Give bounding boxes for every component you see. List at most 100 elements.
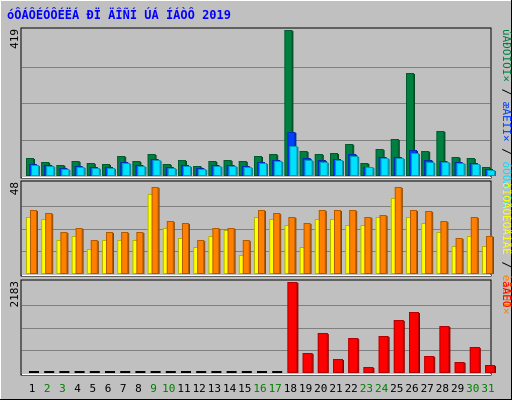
- bar-requests-2-day-24: [380, 158, 390, 176]
- bar-visitors-1-day-9: [151, 187, 160, 274]
- bar-requests-2-day-16-fill: [259, 163, 267, 176]
- bar-visitors-1-day-27-edge: [425, 211, 433, 274]
- bar-requests-2-day-13: [213, 166, 223, 176]
- bar-requests-2-day-3-fill: [61, 169, 70, 176]
- bar-visitors-0-day-5-fill: [86, 249, 94, 274]
- bar-traffic-day-11-zero: [181, 371, 191, 373]
- bar-requests-2-day-15-edge: [243, 167, 252, 176]
- bar-requests-2-day-27-shade: [434, 163, 436, 176]
- bar-visitors-1-day-9-edge: [151, 187, 159, 274]
- bar-visitors-1-day-5-shade: [97, 241, 99, 274]
- bar-visitors-1-day-30-shade: [477, 218, 479, 274]
- x-tick-label-day-9: 9: [150, 382, 157, 395]
- bar-visitors-0-day-26-fill: [406, 217, 413, 274]
- bar-requests-2-day-14-shade: [236, 167, 238, 176]
- bar-traffic-0-day-26-edge: [409, 312, 419, 373]
- bar-visitors-0-day-13-fill: [208, 236, 216, 274]
- bar-traffic-0-day-28-shade: [449, 327, 451, 373]
- bar-visitors-0-day-8-fill: [132, 240, 140, 274]
- bar-requests-2-day-6-fill: [107, 168, 115, 176]
- x-tick-label-day-26: 26: [405, 382, 418, 395]
- bar-visitors-1-day-21: [334, 210, 342, 274]
- bar-visitors-0-day-12-fill: [193, 247, 201, 274]
- bar-visitors-0-day-11-fill: [178, 238, 185, 274]
- bar-visitors-1-day-1: [30, 210, 38, 274]
- x-tick-label-day-28: 28: [436, 382, 449, 395]
- bar-traffic-0-day-29-shade: [464, 363, 466, 373]
- legend-item-requests-2: óÔÒÁÎÉÃ: [500, 161, 512, 208]
- bar-visitors-0-day-7-fill: [117, 240, 125, 274]
- bar-visitors-1-day-13-fill: [212, 228, 220, 274]
- x-tick-label-day-27: 27: [421, 382, 434, 395]
- bar-requests-2-day-4-shade: [84, 168, 86, 176]
- x-tick-label-day-19: 19: [299, 382, 312, 395]
- bar-traffic-0-day-22-shade: [358, 339, 360, 373]
- bar-traffic-0-day-26-fill: [409, 312, 419, 373]
- bar-visitors-1-day-19-shade: [310, 224, 312, 274]
- bar-traffic-0-day-31-fill: [485, 365, 495, 373]
- bar-traffic-0-day-30-edge: [469, 347, 480, 373]
- bar-requests-2-day-11-edge: [183, 166, 191, 176]
- bar-requests-2-day-5-fill: [91, 168, 100, 176]
- bar-visitors-1-day-4-fill: [75, 228, 83, 274]
- bar-visitors-1-day-17-fill: [273, 213, 281, 274]
- bar-traffic-0-day-29-fill: [454, 362, 465, 373]
- bar-traffic-0-day-24-shade: [388, 337, 390, 373]
- bar-requests-2-day-27-fill: [426, 162, 435, 176]
- panel-traffic-ymax-label: 2183: [8, 281, 21, 308]
- bar-visitors-1-day-15-shade: [249, 241, 251, 274]
- bar-requests-2-day-4-fill: [76, 167, 85, 176]
- bar-visitors-0-day-22-fill: [345, 225, 353, 274]
- bar-traffic-0-day-25: [393, 320, 405, 373]
- bar-visitors-1-day-8-shade: [143, 233, 145, 274]
- bar-requests-2-day-10-fill: [167, 168, 176, 176]
- bar-visitors-1-day-14-fill: [227, 228, 235, 274]
- bar-visitors-1-day-21-fill: [334, 210, 341, 274]
- bar-traffic-day-9-zero: [150, 371, 161, 373]
- bar-requests-2-day-21-edge: [335, 160, 343, 176]
- bar-traffic-0-day-25-fill: [393, 320, 404, 373]
- bar-requests-2-day-23-edge: [365, 167, 374, 176]
- bar-requests-2-day-27-edge: [426, 162, 435, 176]
- bar-traffic-0-day-21-shade: [343, 360, 344, 373]
- bar-traffic-day-1-zero: [29, 371, 39, 373]
- bar-visitors-1-day-31: [486, 236, 494, 274]
- x-tick-label-day-13: 13: [208, 382, 221, 395]
- bar-requests-2-day-9-shade: [160, 161, 162, 176]
- bar-visitors-1-day-13-edge: [212, 228, 220, 274]
- bar-visitors-1-day-6-shade: [113, 233, 114, 274]
- bar-requests-2-day-25: [395, 158, 405, 176]
- bar-visitors-1-day-31-shade: [493, 237, 494, 274]
- x-tick-label-day-31: 31: [481, 382, 494, 395]
- bar-requests-2-day-19-edge: [304, 160, 313, 176]
- bar-traffic-0-day-21-fill: [333, 359, 343, 373]
- x-tick-label-day-22: 22: [345, 382, 358, 395]
- bar-visitors-1-day-24: [379, 215, 388, 274]
- bar-traffic-day-17-zero: [272, 371, 283, 373]
- bar-visitors-0-day-3-fill: [56, 240, 64, 274]
- bar-requests-2-day-8-shade: [145, 167, 147, 176]
- bar-visitors-1-day-3: [60, 232, 69, 274]
- bar-visitors-1-day-22: [349, 210, 358, 274]
- bar-visitors-1-day-16-edge: [258, 210, 265, 274]
- bar-visitors-1-day-20-fill: [318, 210, 326, 274]
- x-tick-label-day-23: 23: [360, 382, 373, 395]
- bar-visitors-1-day-19-edge: [303, 223, 311, 274]
- x-tick-label-day-30: 30: [466, 382, 479, 395]
- bar-visitors-1-day-17-shade: [280, 214, 282, 274]
- bar-visitors-1-day-12-edge: [197, 240, 205, 274]
- bar-requests-2-day-25-fill: [395, 158, 404, 176]
- bar-traffic-0-day-22: [348, 338, 360, 373]
- bar-visitors-1-day-25-edge: [394, 187, 402, 274]
- bar-visitors-1-day-26-shade: [417, 211, 418, 274]
- bar-traffic-0-day-28-edge: [439, 326, 450, 373]
- bar-traffic-0-day-18-fill: [287, 282, 298, 373]
- bar-visitors-1-day-8-fill: [136, 232, 144, 274]
- bar-traffic-0-day-20-edge: [317, 333, 328, 373]
- bar-requests-2-day-2: [46, 166, 56, 176]
- bar-visitors-1-day-10: [166, 221, 175, 274]
- bar-requests-2-day-5-edge: [91, 168, 100, 176]
- bar-requests-2-day-17-edge: [274, 161, 283, 176]
- x-tick-label-day-20: 20: [314, 382, 327, 395]
- bar-visitors-1-day-7-fill: [121, 232, 129, 274]
